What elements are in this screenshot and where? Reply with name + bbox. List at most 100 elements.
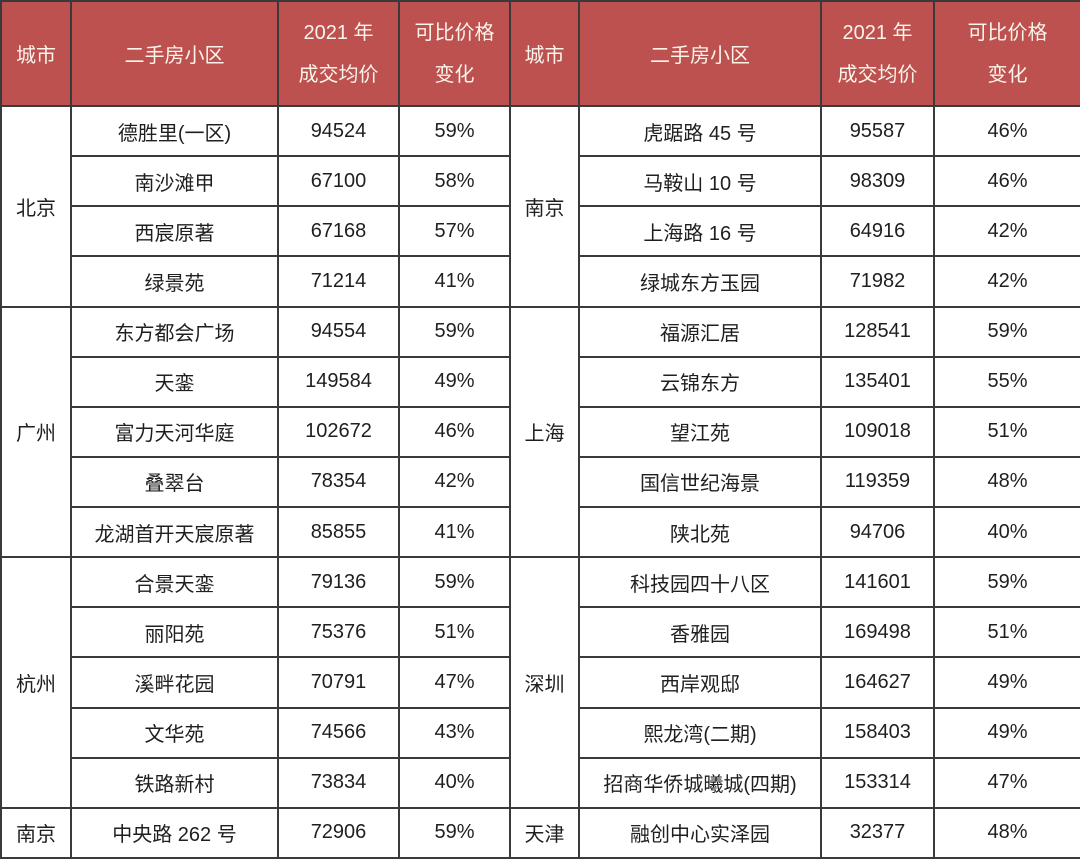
table-row: 天銮 149584 49% 云锦东方 135401 55% [1,355,1080,408]
table-body: 北京 德胜里(一区) 94524 59% 南京 虎踞路 45 号 95587 46% 南沙滩甲 6… [0,104,1080,859]
change-cell: 49% [933,656,1080,709]
header-row: 城市 二手房小区 2021 年 成交均价 可比价格 变化 城市 二手房小区 20… [0,0,1080,107]
price-cell: 102672 [277,405,400,458]
community-cell: 国信世纪海景 [578,455,822,509]
price-cell: 73834 [277,756,400,809]
community-cell: 龙湖首开天宸原著 [70,505,279,559]
community-cell: 云锦东方 [578,355,822,408]
community-cell: 溪畔花园 [70,656,279,709]
change-cell: 47% [933,756,1080,809]
header-community-left: 二手房小区 [70,0,279,107]
community-cell: 绿城东方玉园 [578,255,822,308]
community-cell: 陕北苑 [578,505,822,559]
header-change-line2: 变化 [987,63,1028,86]
city-cell: 深圳 [509,556,580,809]
community-cell: 中央路 262 号 [70,806,279,859]
header-change-left: 可比价格 变化 [398,0,511,107]
price-cell: 67168 [277,205,400,258]
table-row: 叠翠台 78354 42% 国信世纪海景 119359 48% [1,455,1080,509]
community-cell: 福源汇居 [578,305,822,358]
header-price-line1: 2021 年 [842,21,913,44]
price-cell: 75376 [277,606,400,659]
city-cell: 南京 [0,806,72,859]
community-cell: 马鞍山 10 号 [578,155,822,208]
header-change-line1: 可比价格 [414,21,495,44]
price-cell: 95587 [820,104,935,158]
change-cell: 46% [398,405,511,458]
price-cell: 158403 [820,706,935,759]
header-city-right: 城市 [509,0,580,107]
community-cell: 虎踞路 45 号 [578,104,822,158]
price-cell: 71214 [277,255,400,308]
change-cell: 55% [933,355,1080,408]
change-cell: 48% [933,455,1080,509]
price-cell: 119359 [820,455,935,509]
city-cell: 杭州 [0,556,72,809]
price-cell: 67100 [277,155,400,208]
community-cell: 铁路新村 [70,756,279,809]
community-cell: 西宸原著 [70,205,279,258]
change-cell: 40% [398,756,511,809]
community-cell: 西岸观邸 [578,656,822,709]
header-community-right: 二手房小区 [578,0,822,107]
table-row: 文华苑 74566 43% 熙龙湾(二期) 158403 49% [1,706,1080,759]
table-row: 绿景苑 71214 41% 绿城东方玉园 71982 42% [1,255,1080,308]
city-cell: 广州 [0,305,72,559]
price-cell: 153314 [820,756,935,809]
price-cell: 70791 [277,656,400,709]
table-row: 南沙滩甲 67100 58% 马鞍山 10 号 98309 46% [1,155,1080,208]
change-cell: 42% [398,455,511,509]
community-cell: 融创中心实泽园 [578,806,822,859]
table-row: 富力天河华庭 102672 46% 望江苑 109018 51% [1,405,1080,458]
price-cell: 85855 [277,505,400,559]
change-cell: 59% [398,556,511,609]
community-cell: 科技园四十八区 [578,556,822,609]
change-cell: 58% [398,155,511,208]
community-cell: 叠翠台 [70,455,279,509]
change-cell: 57% [398,205,511,258]
community-cell: 上海路 16 号 [578,205,822,258]
change-cell: 51% [933,606,1080,659]
table-header: 城市 二手房小区 2021 年 成交均价 可比价格 变化 城市 二手房小区 20… [0,0,1080,107]
community-cell: 天銮 [70,355,279,408]
change-cell: 59% [933,556,1080,609]
change-cell: 59% [398,104,511,158]
price-cell: 72906 [277,806,400,859]
table-row: 溪畔花园 70791 47% 西岸观邸 164627 49% [1,656,1080,709]
change-cell: 47% [398,656,511,709]
header-change-line2: 变化 [434,63,475,86]
table-row: 北京 德胜里(一区) 94524 59% 南京 虎踞路 45 号 95587 46% [0,104,1080,308]
price-cell: 71982 [820,255,935,308]
change-cell: 51% [398,606,511,659]
table-row: 丽阳苑 75376 51% 香雅园 169498 51% [1,606,1080,659]
city-cell: 北京 [0,105,72,308]
change-cell: 46% [933,155,1080,208]
table-row: 杭州 合景天銮 79136 59% 深圳 科技园四十八区 141601 59% [0,556,1080,809]
price-cell: 128541 [820,305,935,358]
change-cell: 49% [933,706,1080,759]
price-cell: 32377 [820,806,935,859]
community-cell: 东方都会广场 [70,305,279,358]
header-city-left: 城市 [0,0,72,107]
header-change-line1: 可比价格 [967,21,1048,44]
change-cell: 59% [398,305,511,358]
price-cell: 94706 [820,505,935,559]
price-cell: 64916 [820,205,935,258]
price-cell: 94554 [277,305,400,358]
community-cell: 绿景苑 [70,255,279,308]
community-cell: 富力天河华庭 [70,405,279,458]
header-price-line2: 成交均价 [837,63,918,86]
change-cell: 48% [933,806,1080,859]
change-cell: 42% [933,255,1080,308]
price-cell: 169498 [820,606,935,659]
table-row: 西宸原著 67168 57% 上海路 16 号 64916 42% [1,205,1080,258]
price-cell: 135401 [820,355,935,408]
price-cell: 98309 [820,155,935,208]
price-cell: 141601 [820,556,935,609]
city-cell: 南京 [509,105,580,308]
price-cell: 109018 [820,405,935,458]
community-cell: 德胜里(一区) [70,104,279,158]
community-cell: 招商华侨城曦城(四期) [578,756,822,809]
community-cell: 香雅园 [578,606,822,659]
